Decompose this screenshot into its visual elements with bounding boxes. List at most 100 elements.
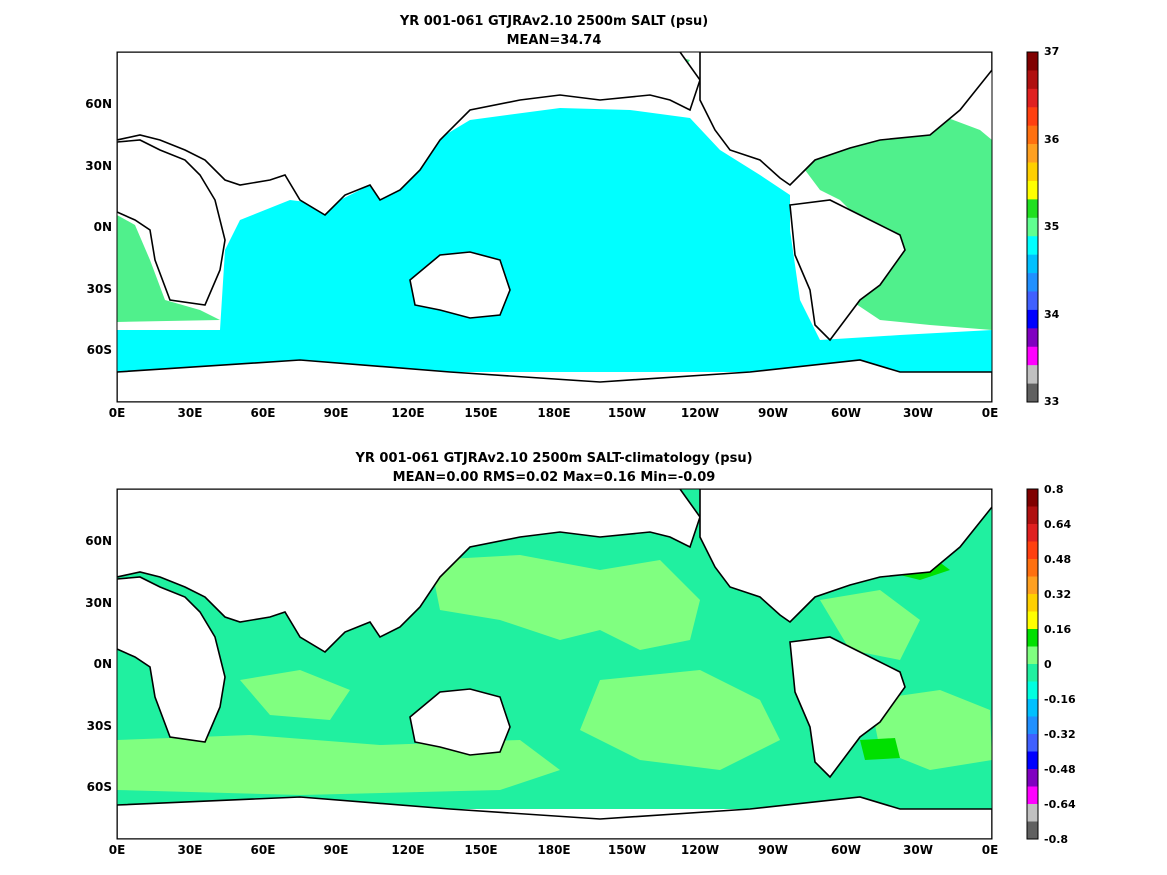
panel1-y-axis: 60N 30N 0N 30S 60S (85, 97, 112, 357)
panel2-antarctica (117, 796, 992, 839)
panel1-title-line2: MEAN=34.74 (507, 33, 602, 48)
panel1-x-tick-label: 150W (608, 406, 646, 420)
colorbar-swatch (1027, 611, 1038, 630)
panel2-colorbar-label: 0.48 (1044, 553, 1071, 566)
panel1-x-tick-label: 0E (109, 406, 126, 420)
panel2-colorbar-swatches (1027, 489, 1038, 840)
panel2-map (116, 488, 993, 840)
panel2-patch (820, 590, 920, 660)
panel1-title-line1: YR 001-061 GTJRAv2.10 2500m SALT (psu) (399, 14, 708, 29)
panel2-patch (430, 555, 700, 650)
panel-anomaly: YR 001-061 GTJRAv2.10 2500m SALT-climato… (85, 451, 1076, 857)
panel1-colorbar-swatches (1027, 52, 1038, 403)
colorbar-swatch (1027, 107, 1038, 126)
panel1-y-tick-label: 30S (87, 282, 112, 296)
colorbar-swatch (1027, 821, 1038, 840)
panel2-x-tick-label: 30W (903, 843, 933, 857)
panel1-africa (117, 139, 226, 306)
panel2-x-tick-label: 60E (251, 843, 276, 857)
panel2-colorbar-label: -0.16 (1044, 693, 1076, 706)
panel1-x-tick-label: 30W (903, 406, 933, 420)
panel1-australia (409, 251, 511, 319)
panel1-pacific-indian-field (117, 108, 992, 372)
panel1-y-tick-label: 60N (85, 97, 112, 111)
panel2-colorbar-label: 0.8 (1044, 483, 1064, 496)
panel2-y-axis: 60N 30N 0N 30S 60S (85, 534, 112, 794)
panel2-x-tick-label: 30E (178, 843, 203, 857)
colorbar-swatch (1027, 489, 1038, 507)
colorbar-swatch (1027, 716, 1038, 735)
panel2-land (117, 489, 992, 839)
panel2-x-tick-label: 180E (537, 843, 570, 857)
colorbar-swatch (1027, 180, 1038, 200)
colorbar-swatch (1027, 309, 1038, 329)
panel2-eurasia (117, 489, 701, 654)
panel1-colorbar-label: 33 (1044, 395, 1059, 408)
colorbar-swatch (1027, 576, 1038, 595)
colorbar-swatch (1027, 664, 1038, 682)
colorbar-swatch (1027, 291, 1038, 311)
panel2-colorbar: 0.8 0.64 0.48 0.32 0.16 0 -0.16 -0.32 -0… (1026, 483, 1076, 846)
colorbar-swatch (1027, 786, 1038, 805)
panel1-x-tick-label: 120E (391, 406, 424, 420)
panel2-patch (240, 670, 350, 720)
panel2-title-line1: YR 001-061 GTJRAv2.10 2500m SALT-climato… (354, 451, 752, 466)
panel2-colorbar-label: 0 (1044, 658, 1052, 671)
panel1-atlantic-south-field (117, 215, 220, 322)
panel2-x-tick-label: 150E (464, 843, 497, 857)
panel1-colorbar: 37 36 35 34 33 (1026, 45, 1060, 408)
panel2-colorbar-label: -0.48 (1044, 763, 1076, 776)
colorbar-swatch (1027, 559, 1038, 577)
panel1-antarctica (117, 359, 992, 402)
colorbar-swatch (1027, 346, 1038, 366)
panel2-north-america (699, 489, 992, 624)
panel1-x-tick-label: 30E (178, 406, 203, 420)
panel2-y-tick-label: 60S (87, 780, 112, 794)
colorbar-swatch (1027, 273, 1038, 292)
colorbar-swatch (1027, 70, 1038, 90)
panel1-colorbar-label: 35 (1044, 220, 1059, 233)
panel2-title-line2: MEAN=0.00 RMS=0.02 Max=0.16 Min=-0.09 (393, 470, 716, 485)
panel2-x-axis: 0E 30E 60E 90E 120E 150E 180E 150W 120W … (109, 843, 999, 857)
colorbar-swatch (1027, 383, 1038, 403)
panel1-south-america (789, 199, 906, 342)
panel2-australia (409, 688, 511, 756)
panel1-x-tick-label: 90W (758, 406, 788, 420)
colorbar-swatch (1027, 217, 1038, 237)
panel1-colorbar-label: 34 (1044, 308, 1060, 321)
panel2-x-tick-label: 150W (608, 843, 646, 857)
panel1-map (116, 51, 993, 403)
panel2-y-tick-label: 30S (87, 719, 112, 733)
panel2-y-tick-label: 60N (85, 534, 112, 548)
panel1-y-tick-label: 0N (94, 220, 112, 234)
panel1-y-tick-label: 60S (87, 343, 112, 357)
colorbar-swatch (1027, 629, 1038, 647)
panel2-x-tick-label: 60W (831, 843, 861, 857)
panel2-x-tick-label: 0E (982, 843, 999, 857)
panel2-colorbar-label: 0.16 (1044, 623, 1071, 636)
panel2-x-tick-label: 120W (681, 843, 719, 857)
panel2-patch (860, 738, 900, 760)
colorbar-swatch (1027, 646, 1038, 665)
panel2-x-tick-label: 90W (758, 843, 788, 857)
colorbar-swatch (1027, 541, 1038, 560)
panel2-x-tick-label: 120E (391, 843, 424, 857)
panel2-africa (117, 576, 226, 743)
panel2-x-tick-label: 90E (324, 843, 349, 857)
colorbar-swatch (1027, 328, 1038, 348)
colorbar-swatch (1027, 199, 1038, 219)
panel2-colorbar-label: 0.64 (1044, 518, 1071, 531)
colorbar-swatch (1027, 699, 1038, 717)
panel2-colorbar-label: -0.8 (1044, 833, 1068, 846)
colorbar-swatch (1027, 734, 1038, 752)
panel-salinity: YR 001-061 GTJRAv2.10 2500m SALT (psu) M… (85, 14, 1059, 420)
colorbar-swatch (1027, 804, 1038, 822)
panel1-colorbar-frame (1026, 51, 1039, 403)
colorbar-swatch (1027, 125, 1038, 145)
panel2-patch (870, 690, 992, 770)
panel1-colorbar-label: 37 (1044, 45, 1059, 58)
panel2-colorbar-frame (1026, 488, 1039, 840)
panel2-y-tick-label: 30N (85, 596, 112, 610)
panel2-south-america (789, 636, 906, 779)
